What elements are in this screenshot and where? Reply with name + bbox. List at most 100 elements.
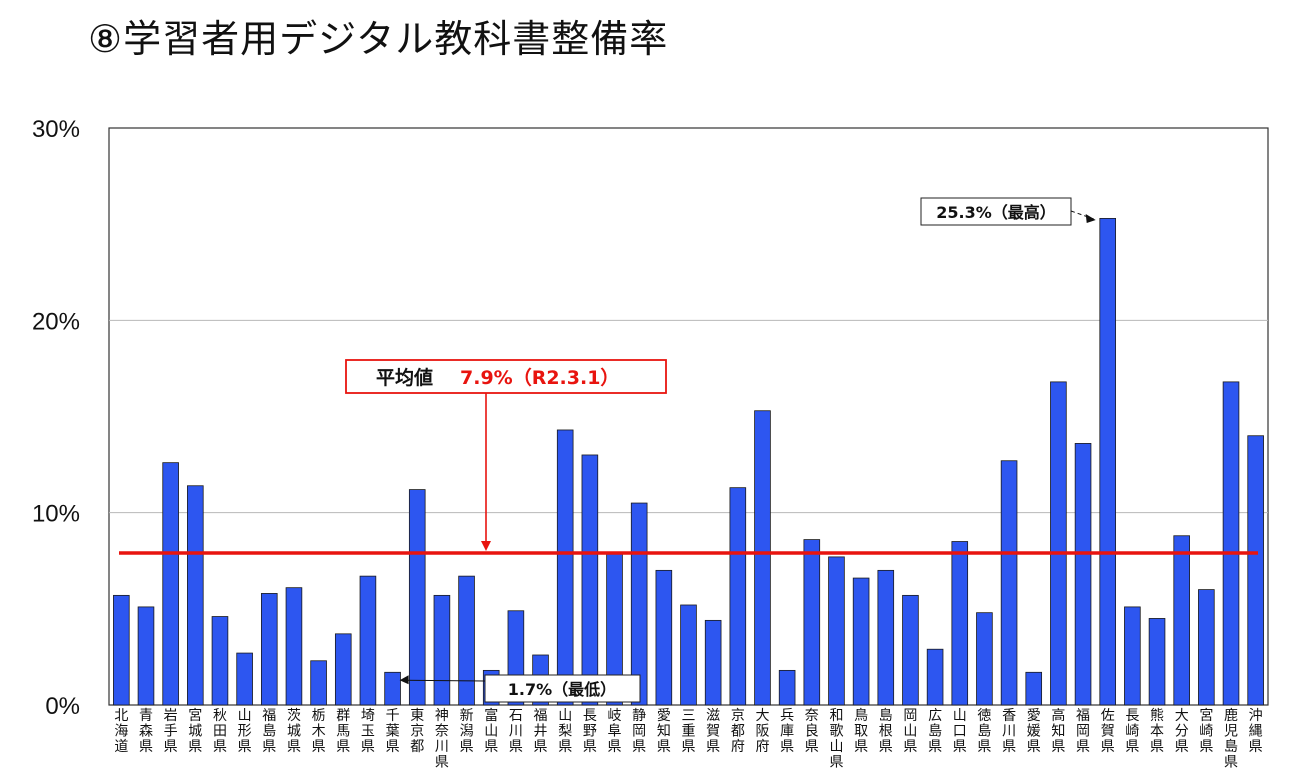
bar (359, 575, 377, 706)
min-annotation-box (484, 674, 641, 703)
y-tick-label: 30% (32, 116, 80, 143)
x-category-label: 山形県 (238, 708, 252, 755)
x-category-label: 高知県 (1051, 707, 1065, 755)
x-category-label: 鹿児島県 (1224, 707, 1238, 771)
x-category-label: 愛知県 (657, 708, 671, 755)
x-category-label: 福井県 (534, 708, 548, 755)
bar (236, 652, 253, 706)
bar (729, 487, 747, 706)
max-annotation-box (920, 197, 1072, 226)
average-value: 7.9%（R2.3.1） (460, 366, 619, 389)
x-category-label: 熊本県 (1150, 708, 1164, 755)
x-category-label: 北海道 (114, 708, 128, 755)
x-category-label: 長崎県 (1125, 708, 1139, 755)
bar (137, 606, 155, 706)
bar (1247, 435, 1264, 706)
bar (162, 462, 179, 706)
x-category-label: 佐賀県 (1101, 708, 1115, 755)
bar (655, 569, 673, 706)
bars (113, 217, 1264, 706)
x-category-label: 山梨県 (558, 708, 572, 755)
bar (334, 633, 352, 706)
bar (704, 619, 722, 706)
x-category-label: 新潟県 (460, 708, 474, 755)
bar (926, 648, 944, 706)
bar (384, 671, 401, 706)
bar (828, 556, 845, 706)
bar (1074, 443, 1092, 706)
bar (408, 489, 426, 706)
x-category-label: 福岡県 (1076, 708, 1090, 755)
bar (1124, 606, 1141, 706)
min-annotation: 1.7%（最低） (508, 680, 616, 699)
x-category-label: 宮城県 (188, 708, 202, 755)
bar (1099, 217, 1117, 706)
bar (556, 429, 574, 706)
bar (778, 669, 796, 706)
average-label: 平均値 (376, 366, 433, 389)
x-category-label: 山口県 (953, 708, 967, 755)
bar (260, 593, 278, 706)
x-category-label: 三重県 (682, 708, 696, 755)
x-category-label: 徳島県 (977, 708, 991, 755)
x-category-label: 秋田県 (213, 708, 227, 755)
x-category-label: 岐阜県 (608, 708, 622, 755)
x-category-label: 鳥取県 (854, 708, 868, 755)
x-axis: 北海道青森県岩手県宮城県秋田県山形県福島県茨城県栃木県群馬県埼玉県千葉県東京都神… (114, 707, 1262, 771)
bar (877, 569, 895, 706)
y-axis: 0% 10% 20% 30% (32, 116, 80, 720)
bar (285, 587, 303, 706)
x-category-label: 沖縄県 (1249, 708, 1263, 755)
x-category-label: 埼玉県 (361, 708, 375, 755)
x-category-label: 滋賀県 (706, 708, 720, 755)
x-category-label: 岡山県 (903, 708, 917, 755)
bar (458, 575, 475, 706)
bar (187, 485, 204, 706)
max-annotation: 25.3%（最高） (936, 203, 1056, 222)
x-category-label: 静岡県 (632, 708, 646, 755)
x-category-label: 島根県 (879, 708, 893, 755)
x-category-label: 東京都 (410, 708, 424, 755)
min-arrow-line (404, 679, 486, 682)
y-tick-label: 20% (32, 308, 80, 335)
x-category-label: 和歌山県 (829, 708, 843, 771)
bar (1222, 381, 1240, 706)
bar (1173, 535, 1190, 706)
bar (433, 594, 451, 706)
bar (113, 594, 130, 706)
bar (680, 604, 697, 706)
x-category-label: 宮崎県 (1199, 708, 1213, 755)
min-arrowhead (399, 675, 409, 685)
x-category-label: 青森県 (139, 708, 153, 755)
annotations: 平均値 7.9%（R2.3.1） 25.3%（最高） 1.7%（最低） (119, 197, 1258, 703)
bar (754, 410, 771, 706)
bar (1050, 381, 1067, 706)
x-category-label: 栃木県 (312, 708, 326, 755)
average-label-box (345, 359, 667, 394)
bar (976, 612, 993, 706)
x-category-label: 茨城県 (287, 708, 301, 755)
bar (902, 594, 919, 706)
bar (581, 454, 599, 706)
x-category-label: 愛媛県 (1027, 708, 1041, 755)
page-title: ⑧学習者用デジタル教科書整備率 (88, 17, 669, 61)
bar (1025, 671, 1043, 706)
bar (803, 539, 821, 706)
y-tick-label: 0% (45, 693, 80, 720)
x-category-label: 長野県 (583, 708, 597, 755)
bar (1000, 460, 1018, 706)
bar (1148, 618, 1166, 706)
average-arrowhead (481, 541, 491, 552)
bar (310, 660, 327, 706)
x-category-label: 兵庫県 (780, 708, 794, 755)
bar (1198, 589, 1215, 706)
x-category-label: 富山県 (484, 707, 498, 755)
max-arrowhead (1085, 214, 1096, 223)
x-category-label: 石川県 (509, 708, 523, 755)
bar (211, 616, 229, 706)
x-category-label: 香川県 (1002, 708, 1016, 755)
x-category-label: 群馬県 (336, 708, 350, 755)
y-tick-label: 10% (32, 501, 80, 528)
x-category-label: 京都府 (731, 708, 745, 755)
